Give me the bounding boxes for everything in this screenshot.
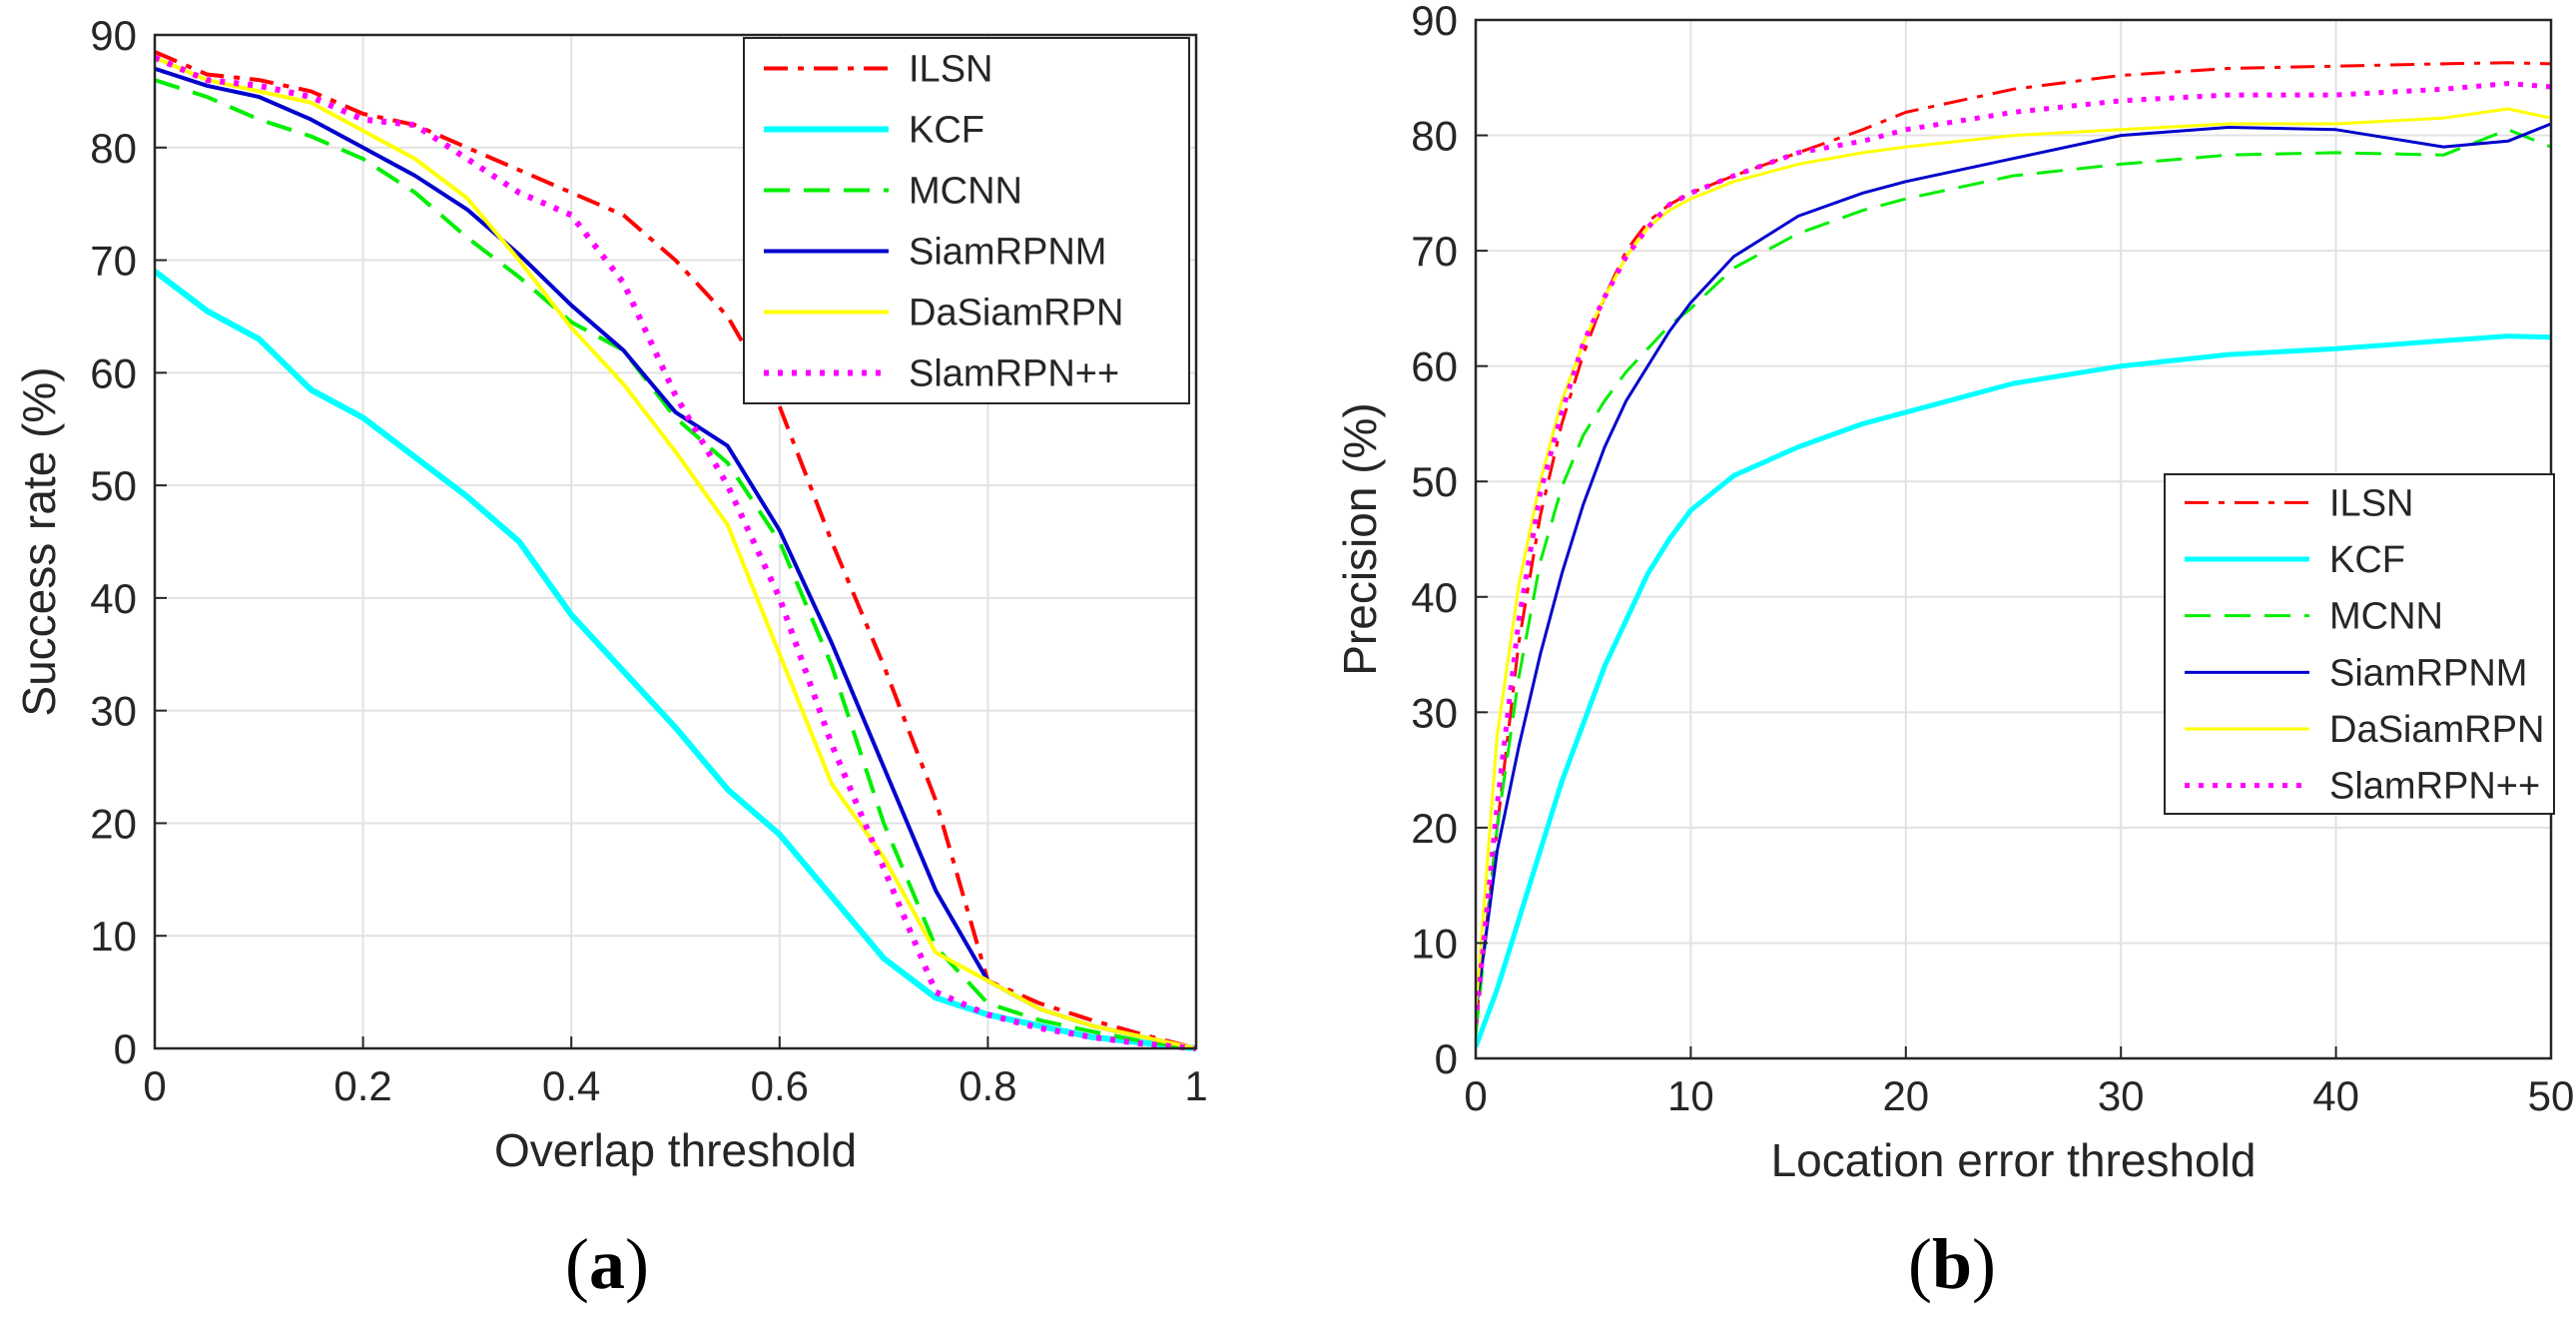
- y-tick-label: 90: [90, 12, 137, 59]
- series-line-kcf: [155, 269, 1197, 1051]
- series-line-slamrpn-: [155, 54, 1197, 1051]
- x-tick-label: 20: [1882, 1072, 1929, 1119]
- y-tick-label: 70: [1411, 228, 1458, 275]
- legend-label: SiamRPNM: [2329, 652, 2527, 694]
- x-tick-label: 0.8: [959, 1062, 1016, 1109]
- y-tick-label: 0: [1435, 1035, 1458, 1082]
- y-tick-label: 50: [90, 462, 137, 509]
- legend-label: MCNN: [909, 171, 1022, 213]
- x-tick-label: 0.4: [542, 1062, 600, 1109]
- x-tick-label: 0.2: [333, 1062, 391, 1109]
- x-tick-label: 1: [1184, 1062, 1207, 1109]
- series-line-ilsn: [155, 50, 1197, 1050]
- y-tick-label: 50: [1411, 458, 1458, 505]
- chart-b: 0 10 20 30 40 50 0 10 20 30 40 50 60 70 80 90 Location e…: [1334, 0, 2574, 1304]
- y-tick-label: 30: [1411, 689, 1458, 736]
- x-tick-label: 40: [2312, 1072, 2359, 1119]
- y-tick-label: 20: [90, 800, 137, 847]
- series-line-dasiamrpn: [1476, 107, 2552, 1012]
- panel-caption: (a): [565, 1224, 649, 1304]
- legend-label: DaSiamRPN: [2329, 709, 2544, 751]
- y-tick-label: 0: [114, 1025, 137, 1072]
- legend: ILSN KCF MCNN SiamRPNM DaSiamRPN SlamRPN++: [2164, 473, 2555, 815]
- y-tick-label: 70: [90, 238, 137, 285]
- series-line-siamrpnm: [1476, 122, 2552, 1012]
- legend-label: KCF: [909, 110, 984, 152]
- series-line-mcnn: [1476, 128, 2552, 1036]
- legend-box: [2164, 473, 2555, 815]
- legend-label: SlamRPN++: [909, 353, 1119, 395]
- y-tick-label: 40: [90, 575, 137, 622]
- series-line-dasiamrpn: [155, 55, 1197, 1050]
- y-tick-label: 80: [1411, 113, 1458, 160]
- x-axis-label: Overlap threshold: [494, 1124, 857, 1176]
- series-line-kcf: [1476, 333, 2552, 1048]
- series-line-slamrpn-: [1476, 81, 2552, 1024]
- axes-frame: [153, 33, 1198, 1050]
- y-tick-label: 90: [1411, 0, 1458, 44]
- x-tick-label: 50: [2528, 1072, 2575, 1119]
- x-tick-label: 10: [1667, 1072, 1714, 1119]
- y-tick-label: 60: [90, 349, 137, 396]
- x-tick-label: 30: [2098, 1072, 2145, 1119]
- legend-label: DaSiamRPN: [909, 293, 1123, 334]
- y-tick-label: 20: [1411, 805, 1458, 852]
- chart-a: 0 0.2 0.4 0.6 0.8 10102030405060708090Overlap…: [13, 12, 1208, 1304]
- y-tick-label: 40: [1411, 574, 1458, 621]
- y-tick-label: 60: [1411, 343, 1458, 390]
- legend-box: [743, 37, 1190, 404]
- legend-label: MCNN: [2329, 596, 2443, 638]
- legend-label: ILSN: [909, 49, 992, 91]
- legend: ILSN KCF MCNN SiamRPNM DaSiamRPN SlamRPN++: [743, 37, 1190, 404]
- series-line-ilsn: [1476, 61, 2552, 1024]
- y-tick-label: 10: [1411, 920, 1458, 967]
- x-axis-label: Location error threshold: [1771, 1134, 2256, 1186]
- y-tick-label: 10: [90, 913, 137, 960]
- y-tick-label: 80: [90, 125, 137, 172]
- y-axis-label: Precision (%): [1334, 402, 1386, 676]
- x-tick-label: 0.6: [751, 1062, 809, 1109]
- panel-caption: (b): [1908, 1224, 1996, 1304]
- legend-label: SiamRPNM: [909, 232, 1106, 274]
- x-tick-label: 0: [143, 1062, 166, 1109]
- y-axis-label: Success rate (%): [13, 366, 65, 716]
- legend-label: KCF: [2329, 539, 2405, 581]
- x-tick-label: 0: [1464, 1072, 1487, 1119]
- legend-label: SlamRPN++: [2329, 766, 2540, 808]
- y-tick-label: 30: [90, 688, 137, 735]
- legend-label: ILSN: [2329, 482, 2413, 524]
- series-line-mcnn: [155, 78, 1197, 1050]
